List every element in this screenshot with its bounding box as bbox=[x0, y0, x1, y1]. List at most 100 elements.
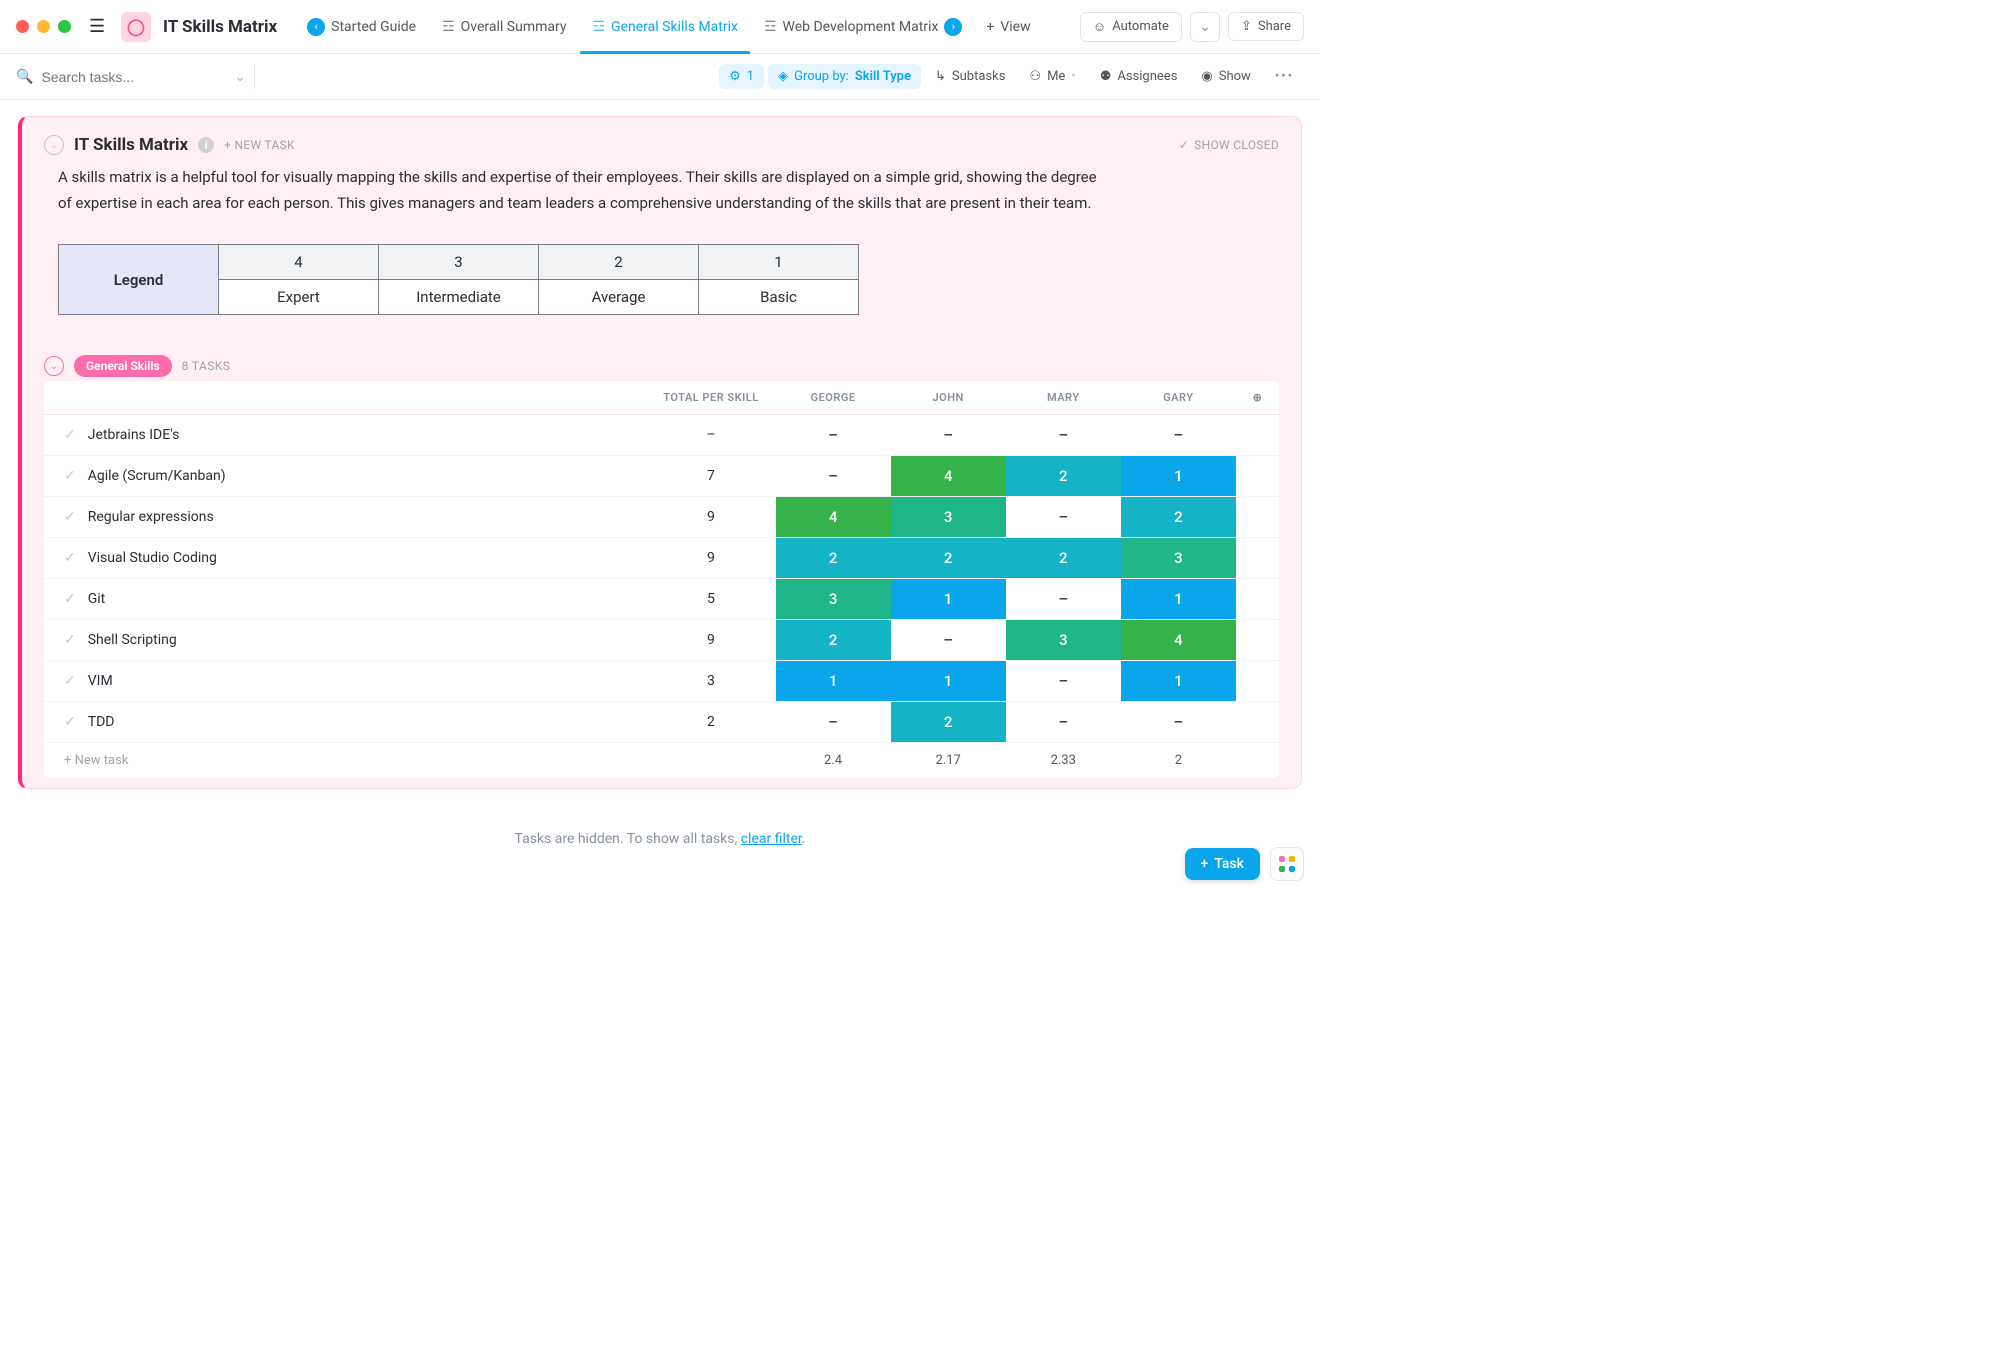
score-cell[interactable]: 1 bbox=[1121, 579, 1236, 620]
score-cell[interactable]: – bbox=[891, 620, 1006, 661]
score-cell[interactable]: 2 bbox=[1006, 538, 1121, 579]
skills-matrix-table: TOTAL PER SKILL GEORGE JOHN MARY GARY ⊕ … bbox=[44, 381, 1279, 778]
score-cell[interactable]: 2 bbox=[1121, 497, 1236, 538]
table-row[interactable]: ✓Shell Scripting92–34 bbox=[44, 620, 1279, 661]
show-button[interactable]: ◉ Show bbox=[1191, 64, 1260, 89]
table-row[interactable]: ✓Regular expressions943–2 bbox=[44, 497, 1279, 538]
score-cell[interactable]: 2 bbox=[776, 620, 891, 661]
task-name-cell[interactable]: ✓VIM bbox=[44, 661, 646, 702]
show-closed-button[interactable]: ✓ SHOW CLOSED bbox=[1179, 138, 1279, 152]
share-icon: ⇪ bbox=[1241, 19, 1252, 34]
footer-avg-john: 2.17 bbox=[891, 743, 1006, 779]
automate-button[interactable]: ☺ Automate bbox=[1080, 12, 1182, 42]
score-cell[interactable]: – bbox=[1121, 415, 1236, 456]
score-cell[interactable]: 3 bbox=[1006, 620, 1121, 661]
col-john[interactable]: JOHN bbox=[891, 381, 1006, 415]
score-cell[interactable]: 1 bbox=[891, 661, 1006, 702]
new-task-row[interactable]: + New task bbox=[44, 743, 646, 779]
score-cell[interactable]: – bbox=[1006, 702, 1121, 743]
table-row[interactable]: ✓Jetbrains IDE's––––– bbox=[44, 415, 1279, 456]
score-cell[interactable]: – bbox=[776, 415, 891, 456]
new-task-button[interactable]: + NEW TASK bbox=[224, 138, 295, 152]
total-cell: 3 bbox=[646, 661, 775, 702]
score-cell[interactable]: – bbox=[1006, 415, 1121, 456]
legend-col-3: 3 bbox=[379, 245, 539, 280]
group-by-chip[interactable]: ◈ Group by: Skill Type bbox=[768, 64, 921, 89]
add-view-button[interactable]: + View bbox=[976, 13, 1040, 41]
score-cell[interactable]: 2 bbox=[891, 702, 1006, 743]
task-name-cell[interactable]: ✓Regular expressions bbox=[44, 497, 646, 538]
automate-dropdown[interactable]: ⌄ bbox=[1190, 12, 1220, 42]
subtasks-icon: ↳ bbox=[935, 69, 946, 84]
score-cell[interactable]: – bbox=[1006, 497, 1121, 538]
clear-filter-link[interactable]: clear filter bbox=[741, 831, 802, 847]
share-button[interactable]: ⇪ Share bbox=[1228, 12, 1304, 41]
score-cell[interactable]: 3 bbox=[891, 497, 1006, 538]
score-cell[interactable]: 2 bbox=[891, 538, 1006, 579]
menu-icon[interactable] bbox=[89, 16, 109, 37]
assignees-button[interactable]: ⚉ Assignees bbox=[1090, 64, 1188, 89]
score-cell[interactable]: 4 bbox=[1121, 620, 1236, 661]
list-card: ⌄ IT Skills Matrix i + NEW TASK ✓ SHOW C… bbox=[18, 116, 1302, 789]
hidden-suffix: . bbox=[802, 831, 806, 847]
col-mary[interactable]: MARY bbox=[1006, 381, 1121, 415]
task-name-cell[interactable]: ✓TDD bbox=[44, 702, 646, 743]
score-cell[interactable]: 4 bbox=[891, 456, 1006, 497]
score-cell[interactable]: 3 bbox=[776, 579, 891, 620]
score-cell[interactable]: – bbox=[1006, 579, 1121, 620]
col-george[interactable]: GEORGE bbox=[776, 381, 891, 415]
search-box[interactable]: 🔍 ⌄ bbox=[16, 69, 246, 85]
task-name-cell[interactable]: ✓Shell Scripting bbox=[44, 620, 646, 661]
subtasks-button[interactable]: ↳ Subtasks bbox=[925, 64, 1015, 89]
table-row[interactable]: ✓Agile (Scrum/Kanban)7–421 bbox=[44, 456, 1279, 497]
task-name-cell[interactable]: ✓Agile (Scrum/Kanban) bbox=[44, 456, 646, 497]
me-button[interactable]: ⚇ Me • bbox=[1019, 64, 1085, 89]
minimize-window-button[interactable] bbox=[37, 20, 50, 33]
score-cell[interactable]: – bbox=[891, 415, 1006, 456]
tab-label: General Skills Matrix bbox=[611, 19, 738, 35]
score-cell[interactable]: – bbox=[1006, 661, 1121, 702]
score-cell[interactable]: 3 bbox=[1121, 538, 1236, 579]
group-collapse-toggle[interactable]: ⌄ bbox=[44, 356, 64, 376]
col-total[interactable]: TOTAL PER SKILL bbox=[646, 381, 775, 415]
check-icon: ✓ bbox=[1179, 138, 1189, 152]
chevron-down-icon[interactable]: ⌄ bbox=[234, 69, 246, 85]
task-name-cell[interactable]: ✓Jetbrains IDE's bbox=[44, 415, 646, 456]
col-gary[interactable]: GARY bbox=[1121, 381, 1236, 415]
filter-chip[interactable]: ⚙ 1 bbox=[719, 64, 764, 89]
score-cell[interactable]: – bbox=[776, 702, 891, 743]
table-row[interactable]: ✓TDD2–2–– bbox=[44, 702, 1279, 743]
tab-general-skills-matrix[interactable]: ☲ General Skills Matrix bbox=[580, 11, 749, 43]
show-label: Show bbox=[1219, 69, 1251, 84]
layers-icon: ◈ bbox=[778, 69, 788, 84]
score-cell[interactable]: 2 bbox=[776, 538, 891, 579]
tab-overall-summary[interactable]: ☲ Overall Summary bbox=[430, 11, 578, 43]
more-button[interactable] bbox=[1265, 64, 1304, 89]
maximize-window-button[interactable] bbox=[58, 20, 71, 33]
table-row[interactable]: ✓Git531–1 bbox=[44, 579, 1279, 620]
score-cell[interactable]: 1 bbox=[891, 579, 1006, 620]
score-cell[interactable]: – bbox=[776, 456, 891, 497]
score-cell[interactable]: 1 bbox=[1121, 661, 1236, 702]
score-cell[interactable]: 2 bbox=[1006, 456, 1121, 497]
score-cell[interactable]: – bbox=[1121, 702, 1236, 743]
check-icon: ✓ bbox=[64, 591, 76, 607]
close-window-button[interactable] bbox=[16, 20, 29, 33]
info-icon[interactable]: i bbox=[198, 137, 214, 153]
collapse-toggle[interactable]: ⌄ bbox=[44, 135, 64, 155]
tab-started-guide[interactable]: ‹ Started Guide bbox=[295, 10, 428, 44]
table-row[interactable]: ✓Visual Studio Coding92223 bbox=[44, 538, 1279, 579]
score-cell[interactable]: 4 bbox=[776, 497, 891, 538]
new-task-fab[interactable]: + Task bbox=[1185, 848, 1260, 880]
group-badge[interactable]: General Skills bbox=[74, 355, 172, 377]
task-name-cell[interactable]: ✓Git bbox=[44, 579, 646, 620]
add-column-button[interactable]: ⊕ bbox=[1236, 381, 1279, 415]
matrix-header-row: TOTAL PER SKILL GEORGE JOHN MARY GARY ⊕ bbox=[44, 381, 1279, 415]
apps-fab[interactable] bbox=[1270, 847, 1304, 881]
score-cell[interactable]: 1 bbox=[776, 661, 891, 702]
tab-web-development-matrix[interactable]: ☲ Web Development Matrix › bbox=[752, 10, 974, 44]
task-name-cell[interactable]: ✓Visual Studio Coding bbox=[44, 538, 646, 579]
score-cell[interactable]: 1 bbox=[1121, 456, 1236, 497]
table-row[interactable]: ✓VIM311–1 bbox=[44, 661, 1279, 702]
search-input[interactable] bbox=[41, 69, 201, 85]
